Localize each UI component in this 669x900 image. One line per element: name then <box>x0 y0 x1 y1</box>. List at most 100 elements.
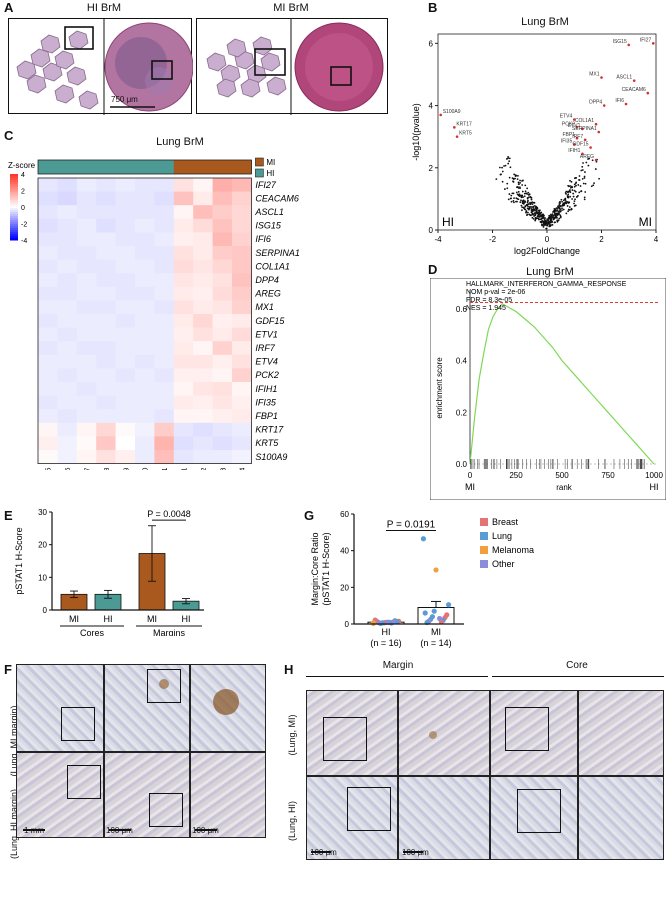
volcano-point <box>573 202 575 205</box>
volcano-point <box>545 220 548 222</box>
volcano-point <box>558 202 561 204</box>
volcano-point <box>554 209 557 211</box>
heatmap-cell <box>115 327 136 342</box>
volcano-gene-label: SERPINA1 <box>572 126 597 132</box>
bar-g-point <box>431 608 437 614</box>
volcano-point <box>501 166 503 169</box>
heatmap-cell <box>115 205 136 220</box>
volcano-point <box>572 192 575 195</box>
heatmap-cell <box>212 436 233 451</box>
heatmap-cell <box>173 205 194 220</box>
heatmap-cell <box>193 246 213 260</box>
heatmap-cell <box>193 314 213 328</box>
heatmap-cell <box>173 178 194 192</box>
volcano-point <box>573 200 576 203</box>
heatmap-cell <box>57 246 78 260</box>
volcano-point <box>552 210 555 213</box>
volcano-point <box>561 207 563 210</box>
volcano-point <box>501 170 504 173</box>
volcano-sig-point <box>602 104 606 107</box>
heatmap-cell <box>38 314 58 328</box>
volcano-gene-label: S100A9 <box>443 109 461 115</box>
volcano-point <box>518 195 521 197</box>
zscore-colorbar-step <box>10 236 18 239</box>
heatmap-cell <box>232 450 252 464</box>
heatmap-cell <box>76 382 97 396</box>
volcano-point <box>581 165 584 168</box>
f-row2-label-wrap: (Lung, HI margin) <box>4 789 19 859</box>
heatmap-cell <box>173 422 194 437</box>
heatmap-cell <box>96 218 116 233</box>
volcano-sig-point <box>572 143 576 146</box>
volcano-gene-label: KRT17 <box>456 121 472 127</box>
heatmap-cell <box>96 450 116 464</box>
volcano-sig-point <box>594 122 598 126</box>
heatmap-row-label: GDF15 <box>255 316 285 326</box>
heatmap-cell <box>135 354 155 369</box>
panel-d-label: D <box>428 262 438 277</box>
volcano-point <box>577 194 579 197</box>
heatmap-cell <box>154 327 175 342</box>
panel-d-title: Lung BrM <box>526 266 574 278</box>
heatmap-row-label: COL1A1 <box>255 261 290 271</box>
zscore-colorbar-step <box>10 192 18 195</box>
heatmap-cell <box>76 450 97 464</box>
zoom-box <box>64 26 94 50</box>
heatmap-cell <box>135 246 155 260</box>
volcano-point <box>521 201 524 204</box>
volcano-point <box>582 182 585 185</box>
heatmap-cell <box>193 273 213 288</box>
gsea-x-right: HI <box>650 482 659 492</box>
volcano-point <box>549 218 551 220</box>
heatmap: IFI27 CEACAM6 ASCL1 ISG15 IFI6 SERPINA1 COL1A1… <box>6 150 306 508</box>
zscore-colorbar-step <box>10 174 18 177</box>
heatmap-cell <box>38 178 58 192</box>
heatmap-row-label: DPP4 <box>255 275 279 285</box>
heatmap-cell <box>38 286 58 301</box>
heatmap-cell <box>76 409 97 424</box>
bar-g-cat-mi-n: (n = 14) <box>420 638 451 648</box>
volcano-sig-point <box>632 79 636 82</box>
volcano-point <box>559 216 562 219</box>
volcano-point <box>508 160 511 163</box>
volcano-xtick-label: 2 <box>599 235 604 244</box>
bar-e-category: HI <box>182 614 191 624</box>
volcano-point <box>530 209 533 212</box>
volcano-point <box>556 214 559 216</box>
volcano-sig-point <box>575 126 579 129</box>
volcano-point <box>534 209 536 212</box>
volcano-point <box>517 183 520 185</box>
volcano-sig-point <box>627 43 631 47</box>
zscore-tick: 2 <box>21 189 25 196</box>
volcano-point <box>516 198 519 200</box>
heatmap-col-label: Lung BrM-07 <box>85 467 92 470</box>
volcano-point <box>503 188 506 190</box>
volcano-point <box>574 190 577 193</box>
heatmap-cell <box>76 327 97 342</box>
f-hi-mid <box>104 752 190 838</box>
volcano-point <box>590 185 593 188</box>
volcano-point <box>521 194 524 197</box>
heatmap-col-label: Lung BrM-05 <box>46 467 53 470</box>
heatmap-cell <box>173 300 194 315</box>
heatmap-cell <box>38 382 58 396</box>
heatmap-cell <box>96 178 116 192</box>
heatmap-cell <box>115 178 136 192</box>
heatmap-cell <box>232 205 252 220</box>
heatmap-cell <box>135 273 155 288</box>
volcano-xlabel: log2FoldChange <box>514 246 580 256</box>
heatmap-col-label: Lung BrM-10 <box>143 467 150 470</box>
volcano-point <box>535 208 538 211</box>
volcano-point <box>531 216 534 219</box>
heatmap-cell <box>38 409 58 424</box>
heatmap-cell <box>135 341 155 356</box>
volcano-point <box>508 176 511 179</box>
volcano-point <box>513 201 515 204</box>
heatmap-cell <box>115 382 136 396</box>
heatmap-row-label: AREG <box>254 289 281 299</box>
heatmap-cell <box>232 273 252 288</box>
heatmap-row-label: ETV4 <box>255 357 278 367</box>
volcano-corner-mi: MI <box>639 215 652 229</box>
bar-g-point <box>433 567 439 573</box>
hi-scale-bar-label: 750 μm <box>111 95 138 104</box>
